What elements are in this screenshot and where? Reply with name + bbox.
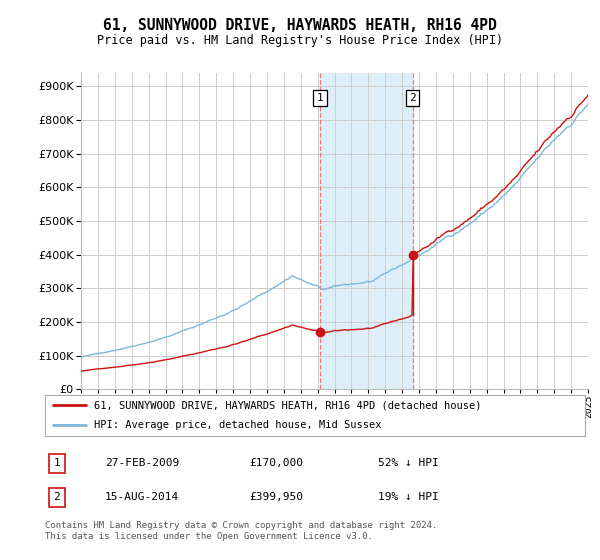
Text: 19% ↓ HPI: 19% ↓ HPI [378,492,439,502]
Text: HPI: Average price, detached house, Mid Sussex: HPI: Average price, detached house, Mid … [94,421,381,431]
Text: £399,950: £399,950 [249,492,303,502]
Bar [320,73,413,389]
Text: 2: 2 [409,93,416,103]
Text: £170,000: £170,000 [249,458,303,468]
Text: 27-FEB-2009: 27-FEB-2009 [105,458,179,468]
Text: 2: 2 [53,492,61,502]
Text: Price paid vs. HM Land Registry's House Price Index (HPI): Price paid vs. HM Land Registry's House … [97,34,503,47]
Text: 61, SUNNYWOOD DRIVE, HAYWARDS HEATH, RH16 4PD (detached house): 61, SUNNYWOOD DRIVE, HAYWARDS HEATH, RH1… [94,400,481,410]
Text: 15-AUG-2014: 15-AUG-2014 [105,492,179,502]
Text: Contains HM Land Registry data © Crown copyright and database right 2024.
This d: Contains HM Land Registry data © Crown c… [45,521,437,540]
Text: 1: 1 [53,458,61,468]
Text: 61, SUNNYWOOD DRIVE, HAYWARDS HEATH, RH16 4PD: 61, SUNNYWOOD DRIVE, HAYWARDS HEATH, RH1… [103,18,497,32]
Text: 1: 1 [317,93,323,103]
Text: 52% ↓ HPI: 52% ↓ HPI [378,458,439,468]
